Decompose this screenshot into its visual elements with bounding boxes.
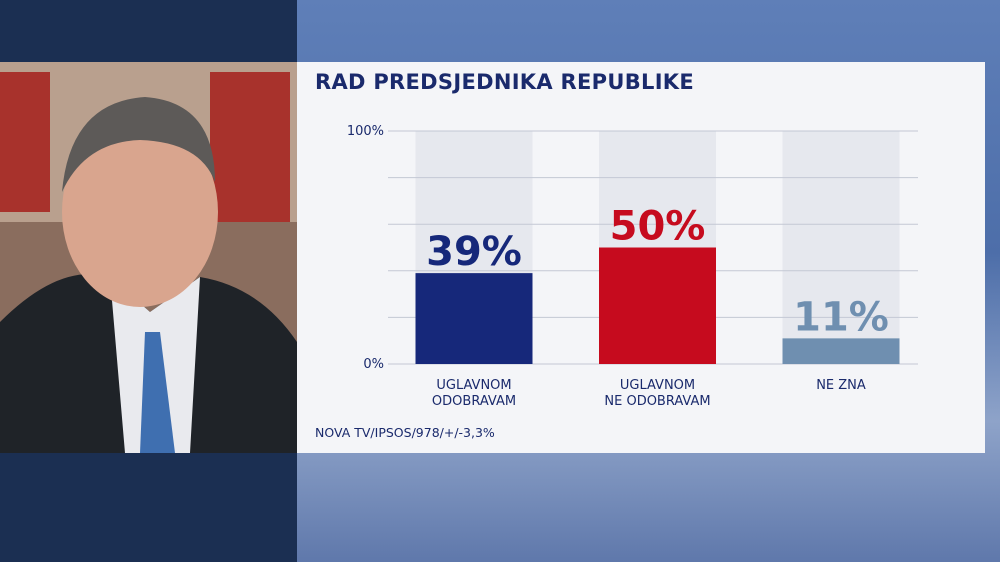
x-tick-label: NE ZNA [816,378,866,393]
bar [415,273,533,364]
y-tick-label: 0% [363,357,384,372]
bar [782,338,900,364]
y-tick-label: 100% [347,124,384,139]
portrait-photo [0,62,297,453]
value-label: 39% [426,229,522,275]
x-tick-label: UGLAVNOM NE ODOBRAVAM [604,378,711,409]
value-label: 11% [793,294,889,340]
column-background [782,131,900,364]
bar [599,247,716,364]
x-tick-label: UGLAVNOM ODOBRAVAM [431,378,517,409]
value-label: 50% [610,204,706,250]
chart-title: RAD PREDSJEDNIKA REPUBLIKE [315,70,695,94]
source-note: NOVA TV/IPSOS/978/+/-3,3% [315,425,495,440]
